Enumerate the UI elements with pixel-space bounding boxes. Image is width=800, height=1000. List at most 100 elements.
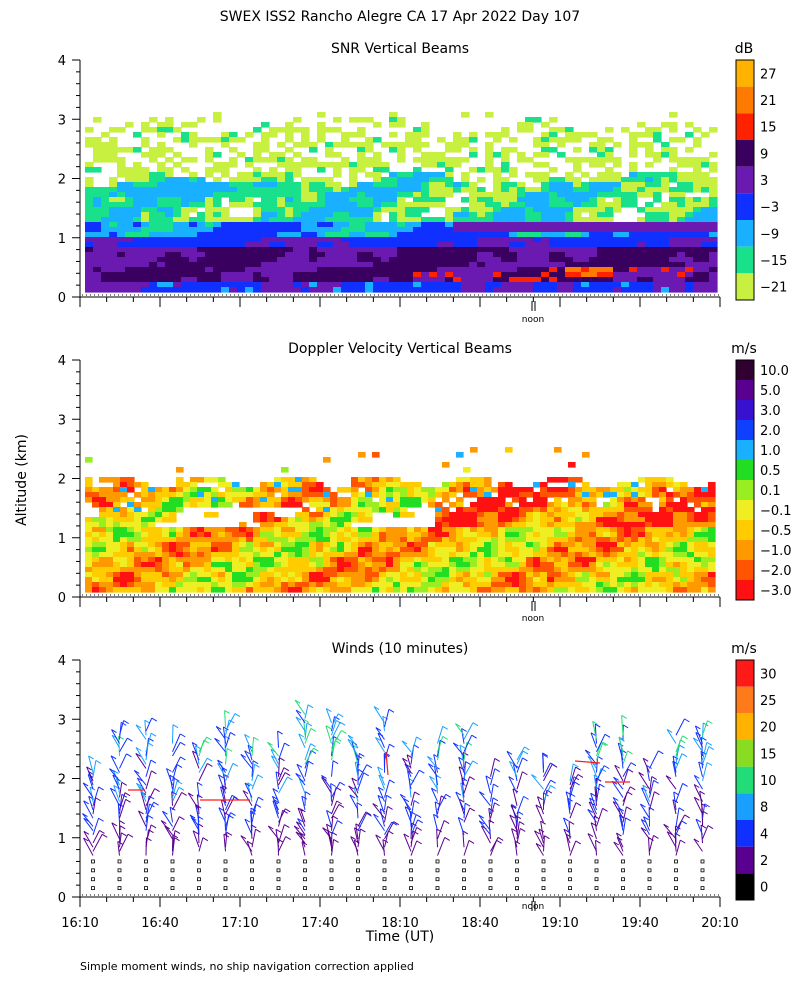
doppler-cell — [540, 487, 548, 493]
doppler-cell — [589, 507, 597, 513]
doppler-cell — [295, 582, 303, 588]
doppler-cell — [526, 577, 534, 583]
snr-cell — [117, 272, 126, 278]
snr-cell — [501, 277, 510, 283]
doppler-cell — [197, 577, 205, 583]
snr-cell — [269, 177, 278, 183]
doppler-cell — [92, 522, 100, 528]
doppler-cell — [533, 557, 541, 563]
doppler-cell — [414, 537, 422, 543]
doppler-cell — [113, 582, 121, 588]
snr-cell — [117, 232, 126, 238]
low-level-marker — [462, 877, 466, 882]
doppler-cell — [498, 507, 506, 513]
snr-cell — [309, 247, 318, 253]
snr-cell — [237, 272, 246, 278]
doppler-cell — [211, 582, 219, 588]
snr-cell — [245, 227, 254, 233]
snr-cell — [517, 277, 526, 283]
doppler-cell — [638, 537, 646, 543]
doppler-cell — [666, 572, 674, 578]
wind-barb — [191, 742, 200, 761]
snr-cell — [197, 212, 206, 218]
snr-cell — [213, 112, 222, 118]
doppler-cell — [400, 582, 408, 588]
snr-cell — [101, 287, 110, 293]
doppler-cell — [246, 487, 254, 493]
doppler-cell — [624, 547, 632, 553]
wind-barb — [490, 783, 494, 802]
snr-cell — [573, 252, 582, 258]
snr-cell — [149, 232, 158, 238]
doppler-cell — [435, 512, 443, 518]
doppler-cell — [561, 487, 569, 493]
doppler-cell — [603, 562, 611, 568]
wind-barb-flag — [150, 824, 157, 829]
snr-cell — [117, 127, 126, 133]
wind-barb — [145, 788, 156, 806]
doppler-cell — [610, 582, 618, 588]
wind-barb-flag — [295, 709, 302, 714]
snr-cell — [669, 177, 678, 183]
snr-cell — [485, 112, 494, 118]
low-level-marker — [303, 877, 307, 882]
snr-cell — [645, 182, 654, 188]
doppler-cell — [330, 582, 338, 588]
doppler-cell — [435, 502, 443, 508]
snr-cell — [421, 227, 430, 233]
snr-cell — [133, 262, 142, 268]
snr-cell — [277, 277, 286, 283]
snr-cell — [661, 272, 670, 278]
doppler-cell — [610, 552, 618, 558]
doppler-cell — [631, 552, 639, 558]
snr-cell — [629, 137, 638, 143]
wind-barb — [372, 803, 385, 819]
doppler-cell — [393, 487, 401, 493]
doppler-cell — [477, 557, 485, 563]
doppler-cell — [610, 557, 618, 563]
snr-cell — [525, 277, 534, 283]
wind-barb-flag — [277, 838, 284, 843]
wind-barb-flag — [120, 721, 127, 726]
doppler-cell — [246, 492, 254, 498]
wind-barb-flag — [202, 837, 209, 842]
snr-cell — [565, 157, 574, 163]
wind-barb-flag — [372, 803, 379, 807]
wind-barb-flag — [179, 733, 186, 738]
snr-cell — [461, 252, 470, 258]
doppler-cell — [204, 552, 212, 558]
snr-cell — [453, 262, 462, 268]
snr-cell — [557, 252, 566, 258]
doppler-cell — [498, 537, 506, 543]
doppler-cell — [393, 482, 401, 488]
doppler-cell — [428, 552, 436, 558]
snr-cell — [117, 202, 126, 208]
wind-barb-flag — [365, 811, 372, 816]
doppler-cell — [106, 542, 114, 548]
snr-cell — [341, 212, 350, 218]
snr-cell — [245, 132, 254, 138]
low-level-marker — [91, 868, 95, 873]
doppler-cell — [281, 562, 289, 568]
snr-cell — [229, 242, 238, 248]
snr-cell — [229, 187, 238, 193]
snr-cell — [285, 287, 294, 293]
doppler-cell — [302, 507, 310, 513]
snr-cell — [333, 262, 342, 268]
snr-cell — [133, 212, 142, 218]
wind-barb-flag — [82, 782, 89, 787]
snr-cell — [525, 252, 534, 258]
doppler-cell — [673, 492, 681, 498]
wind-barb-flag — [414, 791, 420, 796]
doppler-cell — [568, 487, 576, 493]
snr-cell — [693, 227, 702, 233]
doppler-cell — [190, 587, 198, 593]
low-level-marker — [488, 877, 493, 882]
wind-barb — [384, 821, 393, 836]
snr-cell — [389, 282, 398, 288]
doppler-cell — [393, 507, 401, 513]
snr-cell — [709, 232, 718, 238]
doppler-cell — [106, 517, 114, 523]
wind-barb — [331, 730, 342, 748]
doppler-cell — [169, 507, 177, 513]
